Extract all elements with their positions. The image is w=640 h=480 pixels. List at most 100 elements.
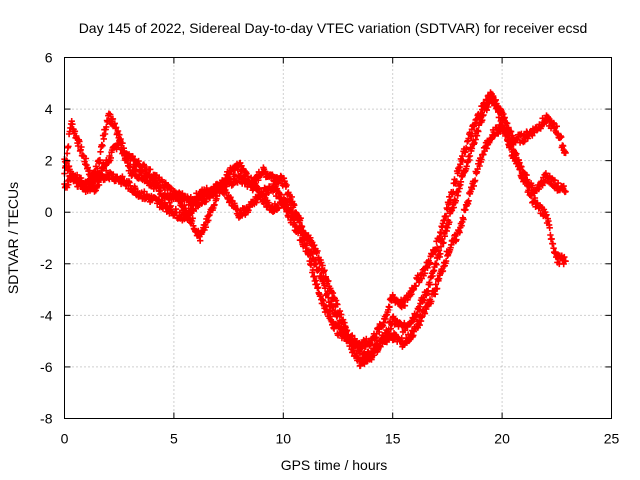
data-point (141, 162, 148, 170)
data-point (342, 329, 349, 336)
data-point (562, 149, 569, 157)
data-point (289, 213, 296, 221)
data-point (291, 219, 298, 226)
data-point (74, 142, 82, 150)
data-point (437, 229, 445, 237)
data-point (99, 142, 106, 149)
data-point (550, 119, 557, 127)
data-point (192, 205, 199, 212)
data-point (222, 177, 230, 184)
data-point (107, 111, 114, 118)
data-point (437, 250, 444, 257)
data-point (316, 265, 323, 272)
data-point (65, 143, 72, 150)
data-point (167, 202, 174, 210)
data-point (211, 201, 218, 208)
data-point (319, 262, 326, 269)
data-point (132, 185, 139, 192)
data-point (119, 173, 126, 180)
data-point (117, 135, 124, 143)
data-point (206, 194, 214, 202)
y-tick-label: 4 (45, 101, 53, 117)
data-point (465, 197, 472, 204)
data-point (433, 285, 441, 292)
data-point (428, 298, 435, 305)
data-point (450, 188, 457, 196)
data-point (76, 138, 83, 145)
data-point (471, 139, 478, 147)
data-point (367, 341, 374, 348)
data-point (338, 311, 345, 318)
data-point (314, 247, 321, 255)
data-point (186, 211, 194, 218)
data-point (477, 110, 485, 117)
data-point (421, 270, 429, 277)
data-point (531, 194, 539, 202)
data-point (480, 151, 487, 158)
data-point (463, 146, 470, 153)
data-point (286, 207, 293, 215)
data-point (177, 196, 185, 203)
data-point (321, 285, 329, 292)
y-tick-label: 2 (45, 153, 53, 169)
data-point (353, 349, 360, 357)
y-tick-label: -8 (40, 411, 53, 427)
data-point (330, 303, 337, 310)
y-axis-label: SDTVAR / TECUs (5, 182, 21, 294)
data-point (94, 165, 101, 172)
data-point (147, 166, 154, 173)
data-point (450, 204, 457, 211)
data-point (562, 258, 569, 265)
x-tick-label: 5 (170, 431, 178, 447)
data-point (545, 114, 552, 122)
data-point (489, 92, 497, 100)
y-tick-label: 6 (45, 50, 53, 66)
data-point (107, 154, 114, 162)
data-point (197, 237, 204, 244)
data-point (554, 179, 562, 187)
data-point (447, 197, 454, 204)
data-point (314, 284, 322, 291)
data-point (433, 261, 440, 268)
data-point (292, 222, 299, 230)
data-point (482, 102, 489, 110)
data-point (433, 244, 441, 251)
plot-frame (64, 57, 612, 419)
data-point (426, 259, 434, 266)
data-point (539, 182, 546, 189)
data-point (457, 161, 464, 168)
data-point (468, 133, 475, 140)
data-point (518, 163, 525, 170)
data-point (483, 145, 490, 152)
data-point (298, 222, 305, 230)
data-point (508, 141, 515, 148)
data-point (210, 191, 217, 199)
y-tick-label: -6 (40, 359, 53, 375)
x-tick-label: 10 (276, 431, 292, 447)
data-point (529, 182, 536, 189)
data-point (459, 157, 466, 164)
data-point (416, 321, 423, 329)
data-point (471, 177, 479, 184)
data-point (82, 155, 90, 162)
data-point (386, 304, 393, 311)
data-point (255, 184, 262, 192)
x-tick-labels: 0 5 10 15 20 25 (61, 57, 619, 447)
data-point (376, 328, 383, 336)
chart-title: Day 145 of 2022, Sidereal Day-to-day VTE… (79, 20, 588, 36)
data-point (421, 297, 428, 304)
data-point (558, 133, 565, 141)
data-point (105, 110, 113, 117)
data-point (476, 162, 483, 170)
data-point (421, 310, 429, 317)
data-point (426, 281, 434, 288)
y-tick-label: -2 (40, 256, 53, 272)
data-point (283, 181, 290, 189)
data-point (368, 356, 375, 363)
series-track-c (61, 121, 569, 370)
data-point (286, 199, 293, 206)
data-marks (61, 89, 569, 370)
data-point (119, 140, 126, 147)
data-point (230, 171, 237, 178)
